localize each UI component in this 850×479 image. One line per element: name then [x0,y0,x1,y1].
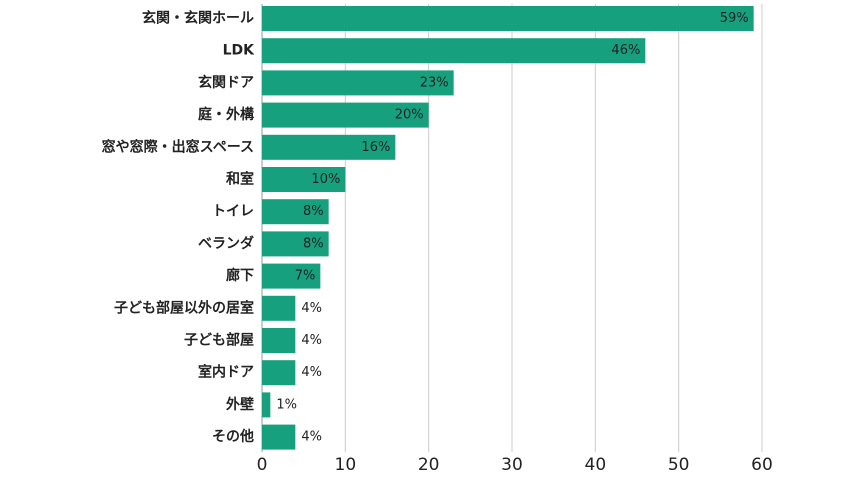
data-label: 59% [720,11,749,26]
data-label: 10% [311,172,340,187]
x-tick-label: 60 [751,455,773,475]
category-label: LDK [223,43,256,59]
bar [262,102,429,128]
bar [262,6,754,31]
bar [262,38,646,64]
data-label: 4% [301,301,322,316]
category-label: 外壁 [226,396,254,413]
category-label: 庭・外構 [198,106,254,123]
bar [262,328,296,353]
bar [262,392,271,418]
data-label: 7% [295,269,316,284]
bar [262,167,346,192]
data-label: 4% [301,430,322,445]
value-labels: 59% 46% 23% 20% 16% 10% 8% 8% 7% 4% 4% 4% 1% 4% [276,11,748,445]
data-label: 8% [303,236,324,251]
x-tick-label: 40 [585,455,607,475]
bar [262,424,296,450]
data-label: 8% [303,204,324,219]
x-tick-label: 30 [501,455,523,475]
category-label: 玄関・玄関ホール [142,10,254,27]
category-label: 子ども部屋 [184,332,254,349]
bar [262,263,321,289]
bar [262,70,454,96]
bar [262,231,329,257]
data-label: 16% [361,140,390,155]
x-tick-label: 0 [257,455,268,475]
data-label: 4% [301,333,322,348]
data-label: 23% [420,75,449,90]
category-label: 玄関ドア [198,74,254,91]
category-labels: 玄関・玄関ホール LDK 玄関ドア庭・外構窓や窓際・出窓スペース和室トイレベランダ廊… [102,10,255,446]
category-label: 廊下 [226,267,254,284]
bar [262,360,296,386]
data-label: 4% [301,365,322,380]
category-label: 和室 [226,171,254,188]
bar [262,134,396,160]
x-tick-label: 20 [418,455,440,475]
category-label: 子ども部屋以外の居室 [114,299,254,316]
x-tick-label: 10 [335,455,357,475]
data-label: 1% [276,397,297,412]
x-axis-ticks: 0 10 20 30 40 50 60 [257,455,773,475]
category-label: ベランダ [198,235,254,252]
category-label: 室内ドア [198,364,254,381]
category-label: トイレ [212,204,254,220]
x-tick-label: 50 [668,455,690,475]
bars [262,6,754,450]
category-label: 窓や窓際・出窓スペース [102,138,254,155]
bar [262,199,329,225]
category-label: その他 [212,428,254,445]
bar [262,295,296,321]
data-label: 20% [395,108,424,123]
data-label: 46% [611,43,640,58]
